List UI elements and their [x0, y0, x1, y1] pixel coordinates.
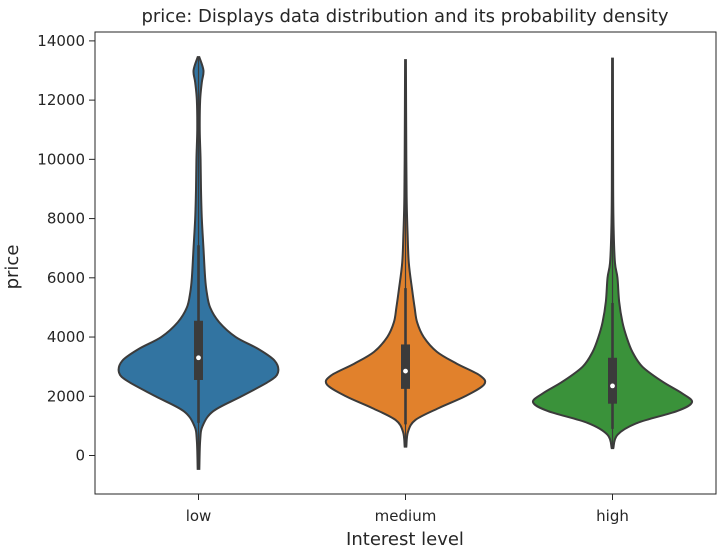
- plot-area: [117, 56, 694, 470]
- violin-low: [117, 56, 280, 470]
- iqr-box-high: [608, 357, 617, 404]
- y-tick-label: 8000: [47, 210, 85, 228]
- y-axis-label: price: [2, 245, 23, 290]
- plot-frame: [94, 31, 717, 495]
- y-tick-label: 14000: [37, 32, 85, 50]
- y-tick-label: 0: [75, 447, 85, 465]
- violin-medium: [324, 59, 487, 448]
- chart-title: price: Displays data distribution and it…: [141, 6, 668, 27]
- x-tick-label: low: [186, 507, 212, 525]
- median-medium: [403, 368, 408, 374]
- iqr-box-medium: [401, 344, 410, 389]
- y-tick-label: 2000: [47, 387, 85, 405]
- x-tick-label: medium: [375, 507, 437, 525]
- median-high: [610, 383, 615, 389]
- y-tick-label: 4000: [47, 328, 85, 346]
- median-low: [196, 355, 201, 361]
- y-tick-label: 12000: [37, 91, 85, 109]
- y-tick-label: 6000: [47, 269, 85, 287]
- y-tick-label: 10000: [37, 150, 85, 168]
- x-axis: low medium high: [186, 494, 629, 525]
- y-axis: 0 2000 4000 6000 8000 10000 12000 14000: [37, 32, 95, 465]
- x-axis-label: Interest level: [346, 529, 464, 550]
- x-tick-label: high: [596, 507, 629, 525]
- violin-high: [531, 57, 694, 450]
- iqr-box-low: [194, 320, 203, 380]
